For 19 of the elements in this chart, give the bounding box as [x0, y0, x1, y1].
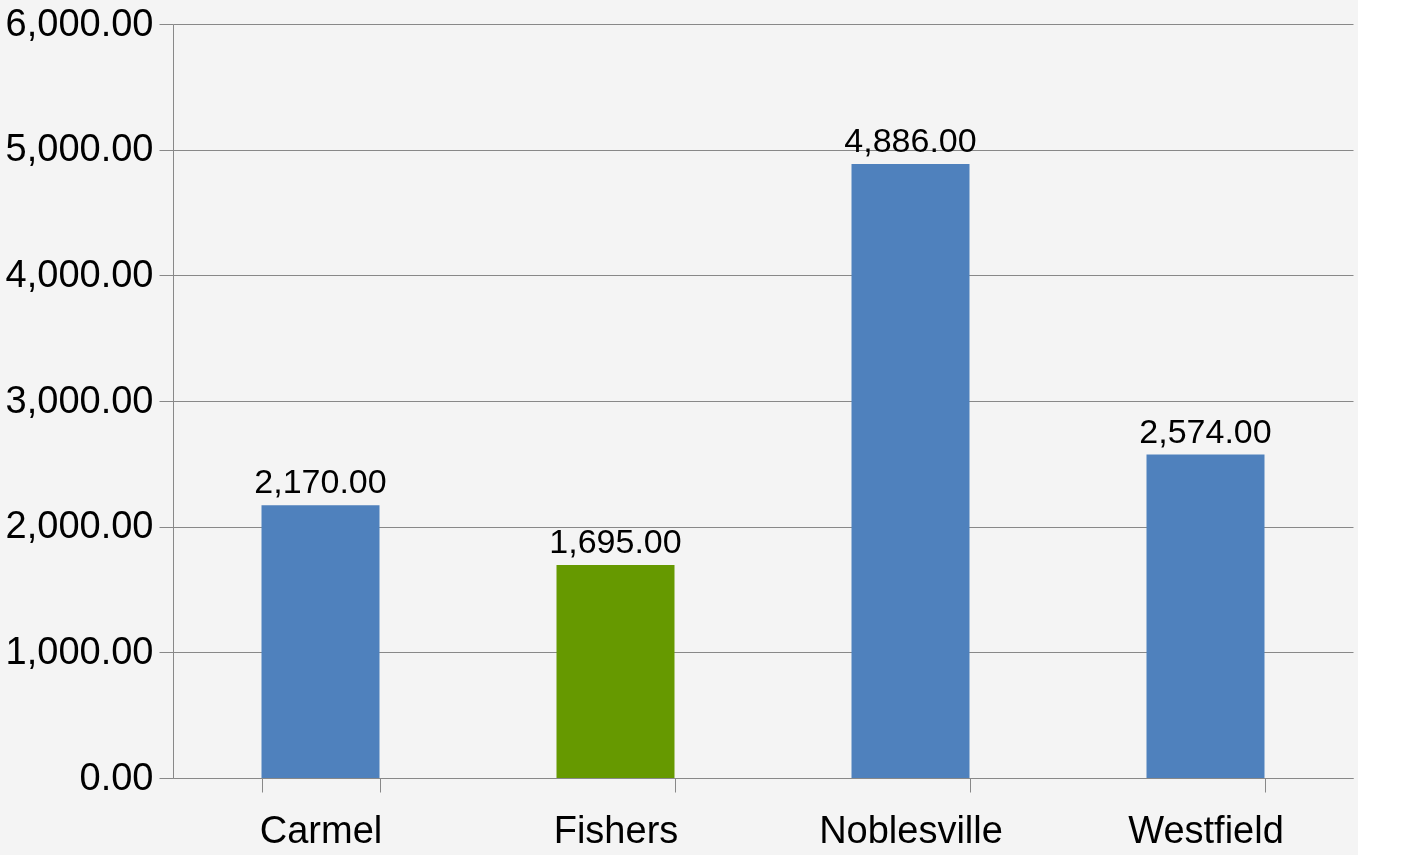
y-tick-label: 6,000.00 [5, 1, 154, 44]
x-tick-label: Westfield [1128, 808, 1284, 851]
y-tick-label: 2,000.00 [5, 504, 154, 547]
data-label: 2,574.00 [1139, 411, 1272, 450]
bar [851, 163, 970, 778]
y-tick-label: 1,000.00 [5, 629, 154, 672]
y-tick-label: 5,000.00 [5, 127, 154, 170]
data-label: 1,695.00 [549, 521, 682, 560]
data-label: 4,886.00 [844, 120, 977, 159]
y-tick-label: 4,000.00 [5, 252, 154, 295]
bar [261, 505, 380, 778]
bar [556, 565, 675, 778]
data-label: 2,170.00 [254, 462, 387, 501]
x-tick-label: Carmel [259, 808, 383, 851]
y-tick-label: 3,000.00 [5, 378, 154, 421]
y-tick-label: 0.00 [79, 755, 154, 798]
x-tick-label: Fishers [553, 808, 679, 851]
bar [1146, 454, 1265, 778]
x-tick-label: Noblesville [819, 808, 1003, 851]
